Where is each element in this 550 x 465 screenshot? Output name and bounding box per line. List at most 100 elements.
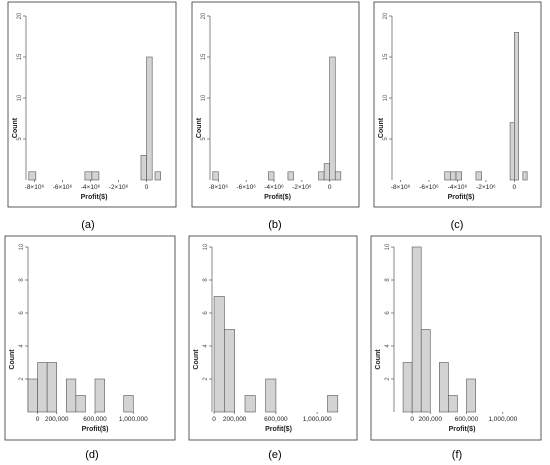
x-tick-label: 0 [145,184,149,191]
histogram-bar [475,171,482,181]
y-tick-label: 5 [17,137,23,141]
histogram-bar [439,362,449,413]
histogram-bar [334,171,342,181]
histogram-bar [268,171,275,181]
x-axis-label: Profit($) [448,194,475,201]
histogram-bar [448,395,458,413]
y-tick-label: 2 [385,377,391,381]
y-tick-label: 4 [385,344,391,348]
histogram-bar [522,171,528,181]
x-tick-label: -8×10⁶ [25,184,45,191]
x-tick-label: 600,000 [455,416,479,423]
y-tick-label: 10 [19,243,25,250]
histogram-bar [466,378,476,413]
y-tick-label: 10 [203,243,209,250]
histogram-bar [450,171,457,181]
histogram-bar [27,378,38,413]
histogram-bar [323,163,330,181]
x-tick-label: 200,000 [223,416,247,423]
histogram-bar [46,362,58,413]
histogram-bar [123,395,134,413]
x-tick-label: 1,000,000 [303,416,332,423]
panel-caption: (b) [268,219,281,231]
y-tick-label: 2 [203,377,209,381]
y-tick-label: 20 [201,12,207,19]
y-tick-label: 10 [201,94,207,101]
x-tick-label: -4×10⁶ [81,184,101,191]
panel-c: 5 10 15 20 -8×10⁶ -6×10⁶ -4×10⁶ -2×10⁶ 0 Profit($… [373,1,542,231]
x-tick-label: -6×10⁶ [236,184,256,191]
histogram-bar [140,155,147,181]
x-tick-label: 1,000,000 [488,416,517,423]
x-tick-label: 0 [410,416,414,423]
histogram-bar [402,362,413,413]
histogram-bar [329,56,336,181]
x-tick-label: 600,000 [264,416,288,423]
panel-caption: (d) [85,449,98,461]
y-tick-label: 20 [383,12,389,19]
x-tick-label: -8×10⁶ [209,184,229,191]
panel-caption: (f) [452,449,462,461]
y-tick-label: 6 [203,311,209,315]
x-tick-label: 0 [212,416,216,423]
y-tick-label: 10 [385,243,391,250]
histogram-bar [444,171,451,181]
panel-b: 5 10 15 20 -8×10⁶ -6×10⁶ -4×10⁶ -2×10⁶ 0 Profit($… [191,1,360,231]
histogram-bar [509,122,515,181]
y-axis-label: Count [375,349,382,370]
y-tick-label: 5 [383,137,389,141]
panel-caption: (a) [81,219,94,231]
x-tick-label: -8×10⁶ [391,184,411,191]
panel-caption: (c) [451,219,464,231]
histogram-bar [411,246,422,413]
panel-f: 2 4 6 8 10 0 200,000 600,000 1,000,000 Profit($) C… [370,235,542,461]
x-tick-label: 0 [328,184,332,191]
histogram-bar [65,378,77,413]
x-tick-label: -4×10⁶ [264,184,284,191]
histogram-bar [37,362,48,413]
histogram-bar [265,378,277,413]
x-axis-label: Profit($) [264,194,291,201]
y-tick-label: 2 [19,377,25,381]
x-axis-label: Profit($) [81,194,108,201]
x-tick-label: -6×10⁶ [53,184,73,191]
y-tick-label: 8 [385,278,391,282]
x-tick-label: 1,000,000 [119,416,148,423]
x-axis-label: Profit($) [82,426,109,433]
histogram-bar [94,378,105,413]
y-tick-label: 8 [203,278,209,282]
histogram-bar [514,32,519,181]
histogram-bar [91,171,100,181]
y-axis-label: Count [193,349,200,370]
y-tick-label: 10 [383,94,389,101]
x-tick-label: -2×10⁶ [476,184,496,191]
histogram-bar [224,329,235,413]
histogram-bar [75,395,86,413]
histogram-bar [28,171,37,181]
y-tick-label: 15 [201,53,207,60]
histogram-bar [287,171,294,181]
y-tick-label: 6 [385,311,391,315]
y-tick-label: 8 [19,278,25,282]
panel-e: 2 4 6 8 10 0 200,000 600,000 1,000,000 Profit($) C… [188,235,358,461]
histogram-bar [213,296,225,413]
x-axis-label: Profit($) [265,426,292,433]
x-tick-label: -4×10⁶ [448,184,468,191]
y-tick-label: 10 [17,94,23,101]
x-tick-label: 200,000 [419,416,443,423]
panel-a: 5 10 15 20 -8×10⁶ -6×10⁶ -4×10⁶ -2×10⁶ 0 Profit($… [7,1,177,231]
y-axis-label: Count [196,117,203,138]
histogram-bar [327,395,339,413]
histogram-bar [84,171,93,181]
y-tick-label: 20 [17,12,23,19]
y-tick-label: 5 [201,137,207,141]
histogram-bar [420,329,431,413]
histogram-bar [212,171,219,181]
x-tick-label: 200,000 [45,416,69,423]
x-tick-label: -6×10⁶ [419,184,439,191]
histogram-bar [154,171,161,181]
histogram-bar [146,56,153,181]
x-tick-label: 600,000 [83,416,107,423]
histogram-bar [244,395,256,413]
